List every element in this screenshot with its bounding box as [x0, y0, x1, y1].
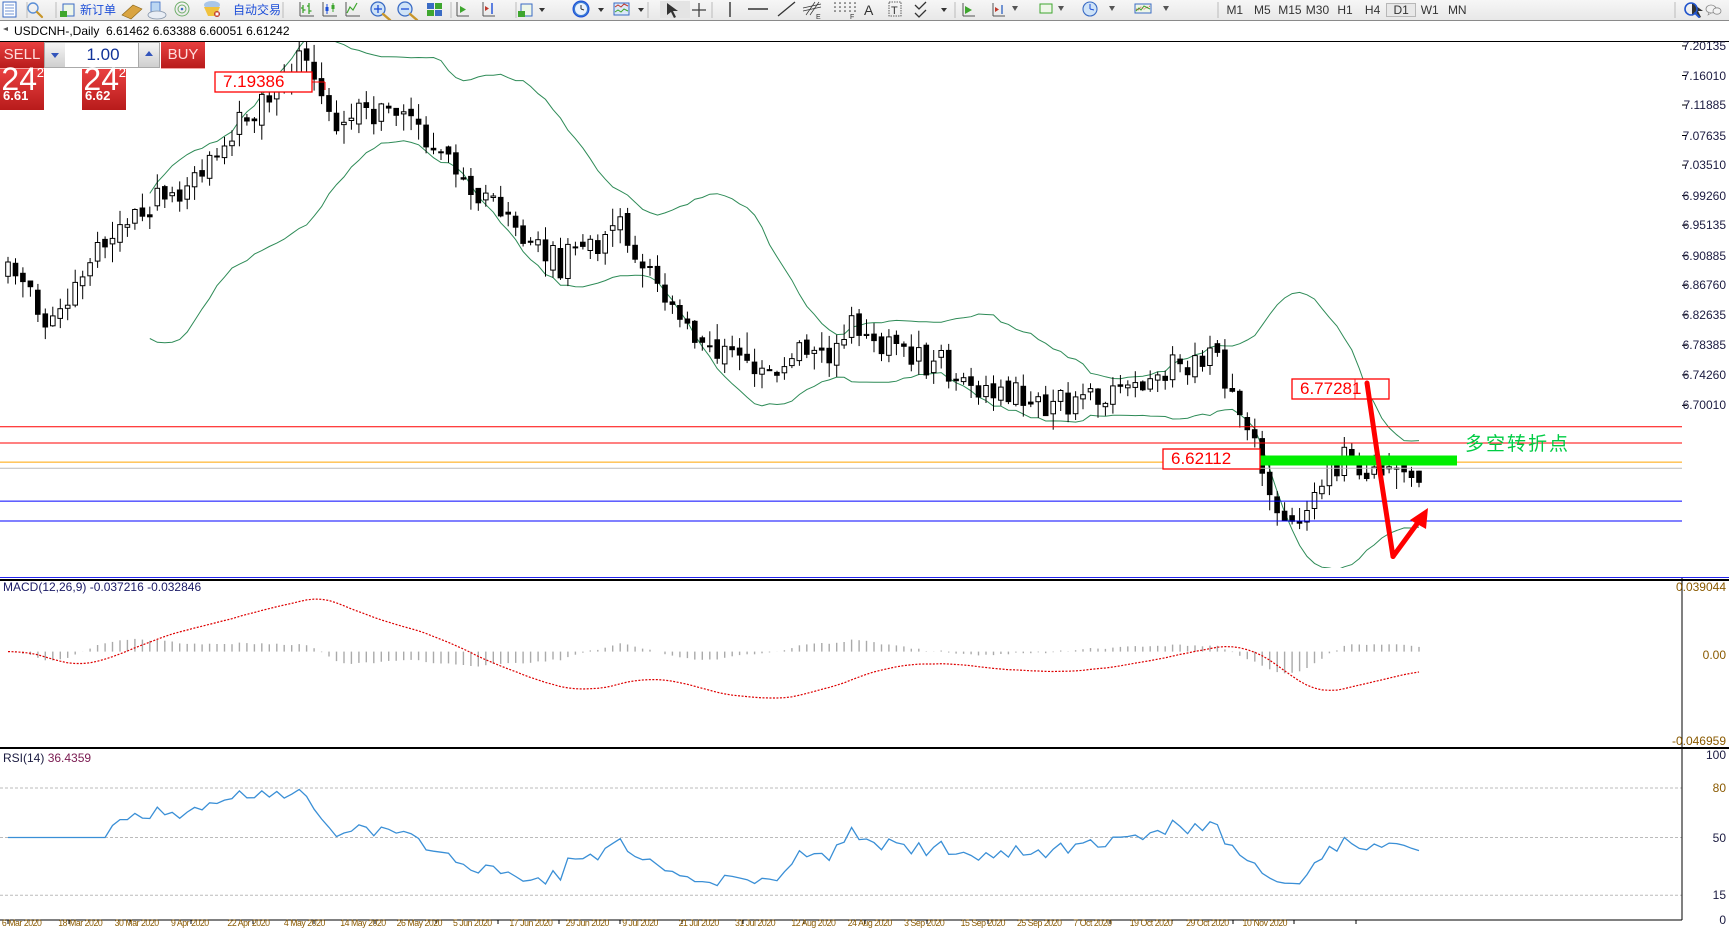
svg-text:多空转折点: 多空转折点 — [1465, 433, 1570, 455]
svg-text:A: A — [864, 2, 874, 18]
svg-text:7.19386: 7.19386 — [223, 72, 284, 91]
svg-text:E: E — [816, 14, 821, 20]
svg-text:6.62112: 6.62112 — [1171, 449, 1231, 468]
svg-text:T: T — [891, 5, 898, 17]
svg-text:新订单: 新订单 — [80, 2, 116, 17]
svg-text:F: F — [850, 14, 854, 20]
svg-text:自动交易: 自动交易 — [233, 2, 281, 17]
svg-text:6.77281: 6.77281 — [1300, 379, 1361, 398]
